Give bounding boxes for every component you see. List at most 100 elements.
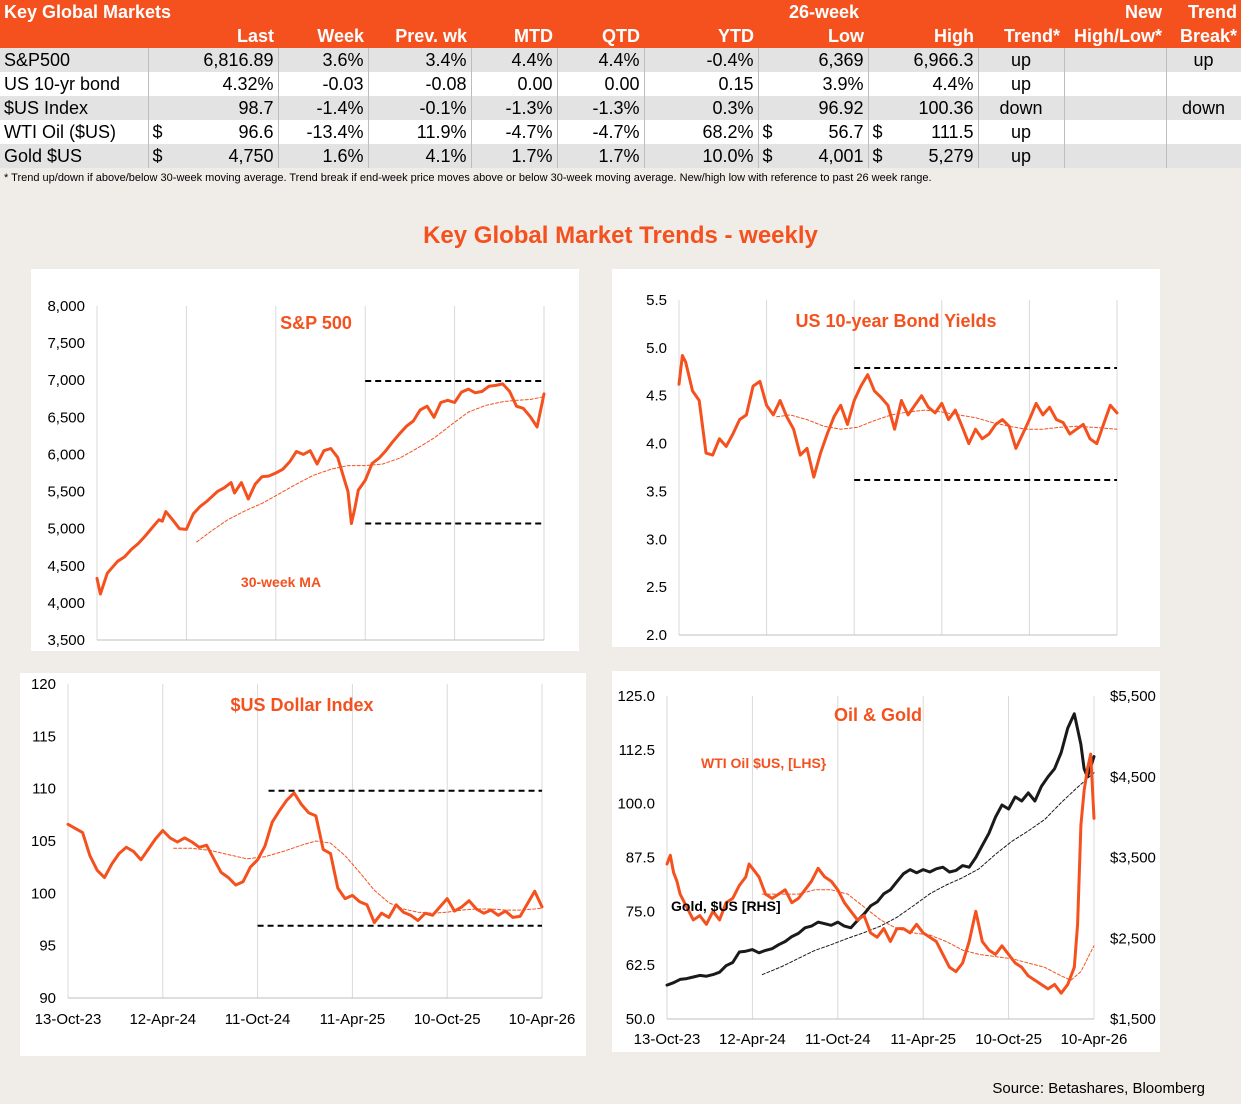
moving-average-line (761, 772, 1095, 976)
y-tick-label: 120 (31, 676, 56, 693)
series-line (677, 354, 1119, 479)
x-tick-label: 12-Apr-24 (129, 1011, 196, 1028)
cell-cur (148, 72, 184, 96)
y-tick-label: 5,000 (47, 521, 85, 538)
y-tick-label: 100.0 (617, 796, 655, 813)
header-low: Low (758, 24, 868, 48)
y-tick-label: 87.5 (626, 850, 655, 867)
header-trend: Trend (1166, 0, 1241, 24)
cell-highcur (868, 72, 891, 96)
x-tick-label: 10-Apr-26 (1061, 1031, 1128, 1048)
key-markets-table: Key Global Markets 26-week New Trend Las… (0, 0, 1241, 168)
cell-prev: 3.4% (368, 48, 472, 72)
usd-chart-panel: 90 95 100 105 110 115 120 13-Oct-23 12-Apr-24 11-… (20, 673, 586, 1056)
oil-gold-chart-panel: 50.0 62.5 75.0 87.5 100.0 112.5 125.0 $1,500 $2,… (612, 671, 1160, 1052)
y-tick-label: 3.0 (646, 531, 667, 548)
table-row: WTI Oil ($US) $96.6 -13.4% 11.9% -4.7% -4.7% 6… (0, 120, 1241, 144)
cell-brk (1166, 72, 1241, 96)
cell-low: 4,001 (782, 144, 869, 168)
x-tick-label: 12-Apr-24 (719, 1031, 786, 1048)
cell-week: 3.6% (278, 48, 369, 72)
header-new: New (1064, 0, 1167, 24)
cell-mtd: 0.00 (471, 72, 558, 96)
cell-newhl (1064, 96, 1167, 120)
y-tick-label: 5.0 (646, 340, 667, 357)
table-row: US 10-yr bond 4.32% -0.03 -0.08 0.00 0.00 0.15… (0, 72, 1241, 96)
header-mtd: MTD (471, 24, 557, 48)
cell-newhl (1064, 48, 1167, 72)
header-ytd: YTD (644, 24, 758, 48)
us10y-chart-panel: 2.0 2.5 3.0 3.5 4.0 4.5 5.0 5.5 US 10-year Bond … (612, 269, 1160, 647)
cell-name: Gold $US (0, 144, 149, 168)
cell-lowcur (758, 96, 782, 120)
cell-mtd: 1.7% (471, 144, 558, 168)
cell-high: 5,279 (890, 144, 979, 168)
cell-qtd: -4.7% (557, 120, 645, 144)
header-trend-col: Trend* (978, 24, 1065, 48)
chart-title: Oil & Gold (834, 705, 922, 725)
y-tick-label: 7,500 (47, 335, 85, 352)
chart-title: US 10-year Bond Yields (795, 311, 996, 331)
table-footnote: * Trend up/down if above/below 30-week m… (4, 172, 932, 184)
cell-week: -1.4% (278, 96, 369, 120)
y-tick-label: 115 (32, 728, 56, 745)
table-row: Gold $US $4,750 1.6% 4.1% 1.7% 1.7% 10.0% $4,00… (0, 144, 1241, 168)
y-tick-label: 6,500 (47, 409, 85, 426)
cell-ytd: 68.2% (644, 120, 759, 144)
y-tick-label: 100 (31, 885, 56, 902)
cell-highcur: $ (868, 144, 891, 168)
y-tick-label: 5.5 (646, 292, 667, 309)
cell-trend: up (978, 48, 1065, 72)
cell-mtd: 4.4% (471, 48, 558, 72)
ma-annotation: 30-week MA (241, 574, 321, 590)
cell-prev: 4.1% (368, 144, 472, 168)
cell-brk: up (1166, 48, 1241, 72)
y-tick-label: 125.0 (617, 688, 655, 705)
cell-last: 98.7 (184, 96, 279, 120)
y-tick-label: 110 (32, 781, 56, 798)
cell-brk: down (1166, 96, 1241, 120)
y-tick-label: 4,000 (47, 595, 85, 612)
cell-last: 4.32% (184, 72, 279, 96)
cell-trend: up (978, 120, 1065, 144)
y-tick-label: 4,500 (47, 558, 85, 575)
header-prev-wk: Prev. wk (368, 24, 471, 48)
moving-average-line (196, 396, 545, 543)
series-line (66, 791, 544, 925)
y-tick-label: 6,000 (47, 446, 85, 463)
chart-title: $US Dollar Index (230, 695, 373, 715)
x-tick-label: 11-Apr-25 (320, 1011, 386, 1028)
header-last: Last (184, 24, 278, 48)
table-title: Key Global Markets (0, 0, 184, 24)
y-tick-label: 5,500 (47, 484, 85, 501)
cell-lowcur: $ (758, 120, 782, 144)
sp500-chart: 3,500 4,000 4,500 5,000 5,500 6,000 6,500 7,000… (47, 298, 546, 649)
cell-name: $US Index (0, 96, 149, 120)
cell-lowcur: $ (758, 144, 782, 168)
cell-cur (148, 48, 184, 72)
header-high: High (868, 24, 979, 48)
y-tick-label: 75.0 (626, 903, 655, 920)
cell-trend: down (978, 96, 1065, 120)
y2-tick-label: $3,500 (1110, 850, 1156, 867)
usd-chart: 90 95 100 105 110 115 120 13-Oct-23 12-Apr-24 11-… (31, 676, 575, 1028)
x-tick-label: 13-Oct-23 (35, 1011, 102, 1028)
cell-last: 96.6 (184, 120, 279, 144)
y-tick-label: 62.5 (626, 957, 655, 974)
cell-highcur (868, 96, 891, 120)
cell-highcur: $ (868, 120, 891, 144)
y-tick-label: 50.0 (626, 1011, 655, 1028)
cell-qtd: 1.7% (557, 144, 645, 168)
cell-prev: -0.08 (368, 72, 472, 96)
x-tick-label: 11-Apr-25 (890, 1031, 956, 1048)
x-tick-label: 13-Oct-23 (634, 1031, 701, 1048)
cell-cur: $ (148, 144, 184, 168)
cell-lowcur (758, 48, 782, 72)
cell-ytd: 0.15 (644, 72, 759, 96)
cell-trend: up (978, 72, 1065, 96)
cell-low: 56.7 (782, 120, 869, 144)
sp500-chart-panel: 3,500 4,000 4,500 5,000 5,500 6,000 6,500 7,000… (31, 269, 579, 651)
cell-low: 96.92 (782, 96, 869, 120)
cell-ytd: -0.4% (644, 48, 759, 72)
oil-series-label: WTI Oil $US, [LHS} (701, 755, 827, 771)
